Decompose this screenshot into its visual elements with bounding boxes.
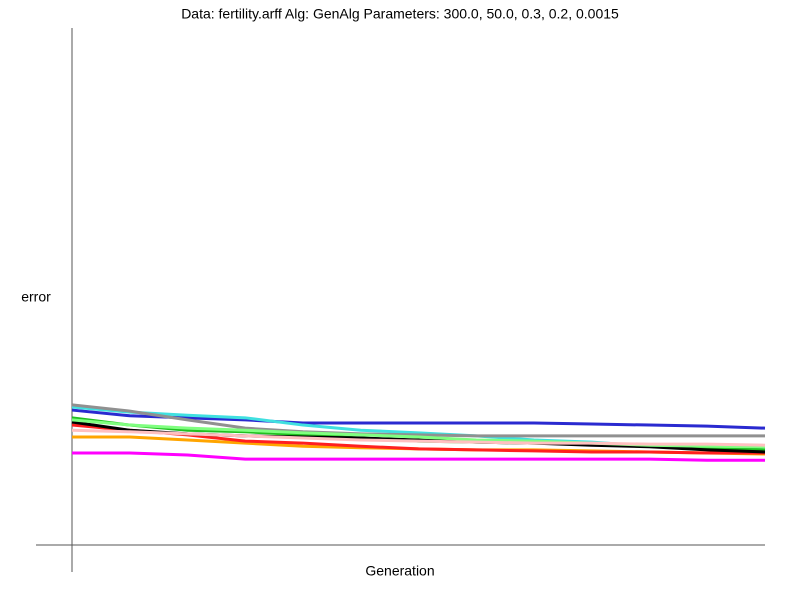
y-axis-label: error (21, 289, 51, 305)
series-line (71, 428, 766, 447)
chart-title: Data: fertility.arff Alg: GenAlg Paramet… (181, 6, 619, 22)
series-line (72, 451, 765, 462)
series-line (71, 408, 766, 430)
x-axis-label: Generation (365, 563, 434, 579)
series-line (71, 403, 765, 438)
